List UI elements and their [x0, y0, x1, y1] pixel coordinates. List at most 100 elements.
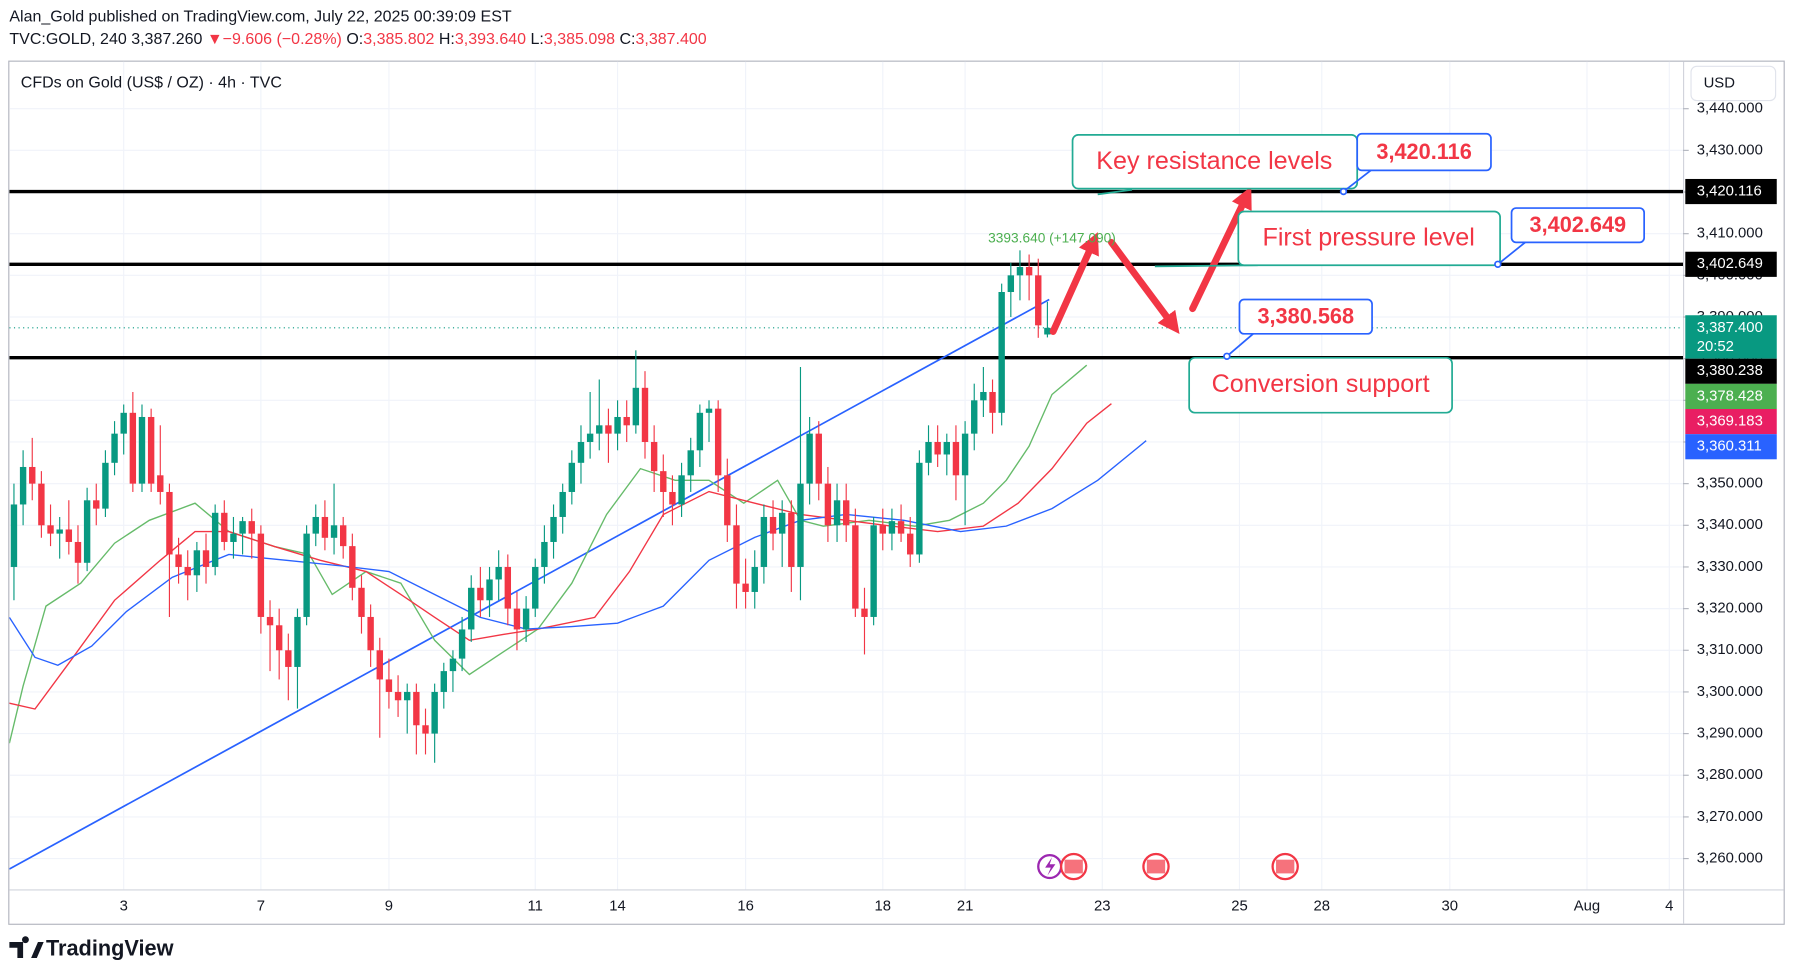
candle-body: [239, 521, 246, 534]
price-badge-label: 3,380.238: [1697, 363, 1763, 379]
price-badge: [1685, 358, 1777, 384]
candle-body: [586, 433, 594, 442]
candle-body: [714, 408, 722, 476]
ohlc-key: O:: [346, 31, 363, 48]
candle-body: [577, 441, 585, 463]
price-badge: [1685, 434, 1777, 460]
arrow: [1107, 238, 1180, 334]
candle-body: [385, 679, 393, 692]
note-pointer: [1342, 169, 1372, 193]
candle-body: [724, 475, 731, 526]
candle-body: [138, 416, 146, 484]
x-tick-label: 9: [385, 898, 393, 914]
candle-body: [431, 691, 438, 734]
price-badge: [1685, 315, 1777, 359]
plot: [9, 189, 1684, 870]
price-badge: [1685, 383, 1777, 409]
x-tick-label: 3: [120, 898, 128, 914]
candle-body: [660, 471, 667, 492]
candle-body: [550, 516, 557, 542]
flag: [1064, 859, 1083, 874]
y-tick-label: 3,270.000: [1697, 809, 1763, 825]
y-tick-label: 3,320.000: [1697, 601, 1763, 617]
note-anchor: [1223, 352, 1231, 361]
x-tick-label: 25: [1231, 898, 1248, 914]
note-box[interactable]: [1238, 298, 1373, 335]
flag: [1276, 859, 1295, 874]
candle-body: [632, 387, 640, 426]
brand: TradingView: [46, 936, 174, 961]
candle-body: [102, 462, 109, 509]
candle-body: [669, 491, 676, 505]
candle-body: [806, 433, 813, 484]
price-badge-label: 3,402.649: [1697, 256, 1763, 272]
candle-body: [358, 587, 365, 617]
note-label: 3,402.649: [1530, 212, 1627, 237]
y-tick-label: 3,430.000: [1697, 142, 1763, 158]
price-axis: 3,260.000 3,270.000 3,280.000 3,290.000 3,30…: [120, 101, 1777, 914]
x-tick-label: 16: [737, 898, 754, 914]
candle-body: [349, 546, 356, 588]
candle-body: [312, 516, 319, 534]
candle-body: [458, 629, 466, 659]
note-anchor: [1339, 187, 1348, 196]
price: 3,387.260: [131, 31, 202, 48]
publish-line: Alan_Gold published on TradingView.com, …: [9, 8, 511, 25]
logo-glyph: [9, 936, 44, 958]
candle-body: [888, 521, 896, 534]
note-box[interactable]: [1356, 132, 1492, 172]
candle-body: [56, 529, 63, 534]
candle-body: [980, 391, 987, 401]
candle-body: [74, 541, 82, 563]
ohlc-key: L:: [531, 31, 544, 48]
candle-body: [367, 616, 374, 651]
candle-body: [266, 616, 274, 626]
candle-body: [221, 512, 228, 542]
candle-body: [19, 466, 27, 505]
candle-body: [65, 529, 73, 542]
ohlc-value: 3,387.400: [635, 31, 706, 48]
candle-body: [879, 525, 886, 534]
candle-body: [861, 608, 868, 617]
ohlc-key: H:: [439, 31, 455, 48]
candle-body: [870, 525, 877, 617]
currency-box[interactable]: [1690, 65, 1777, 102]
moving-average: [9, 440, 1147, 667]
candle-body: [998, 292, 1005, 413]
note-box[interactable]: [1510, 207, 1646, 244]
candle-body: [907, 533, 914, 555]
callout-box[interactable]: [1188, 356, 1453, 414]
callout-box[interactable]: [1237, 210, 1501, 267]
candle-body: [641, 387, 649, 442]
candle-body: [248, 521, 255, 534]
candle-body: [285, 650, 292, 667]
candle-body: [422, 725, 429, 734]
candle-body: [952, 441, 960, 476]
candle-body: [797, 483, 804, 567]
price-badge-label: 3,378.428: [1697, 388, 1763, 404]
candle-body: [760, 516, 768, 567]
candle-body: [486, 579, 493, 601]
x-tick-label: 14: [609, 898, 626, 914]
y-tick-label: 3,340.000: [1697, 517, 1763, 533]
candle-body: [120, 412, 127, 434]
candle-body: [449, 658, 457, 672]
candle-body: [842, 500, 850, 526]
event-icons: [1037, 852, 1299, 881]
callout-text: Key resistance levels: [1096, 147, 1332, 175]
trendline: [9, 298, 1050, 870]
price-badge-label: 3,420.116: [1697, 183, 1762, 199]
candle-body: [778, 512, 786, 534]
candle-body: [339, 525, 347, 547]
candle-body: [769, 516, 777, 534]
y-tick-label: 3,290.000: [1697, 726, 1763, 742]
candle-body: [1007, 275, 1015, 293]
ohlc-value: 3,393.640: [455, 31, 526, 48]
candle-body: [596, 425, 603, 434]
candle-body: [211, 512, 219, 567]
candle-body: [175, 554, 182, 567]
flag: [1146, 859, 1166, 874]
frame: [8, 60, 1785, 925]
candle-body: [477, 587, 484, 601]
